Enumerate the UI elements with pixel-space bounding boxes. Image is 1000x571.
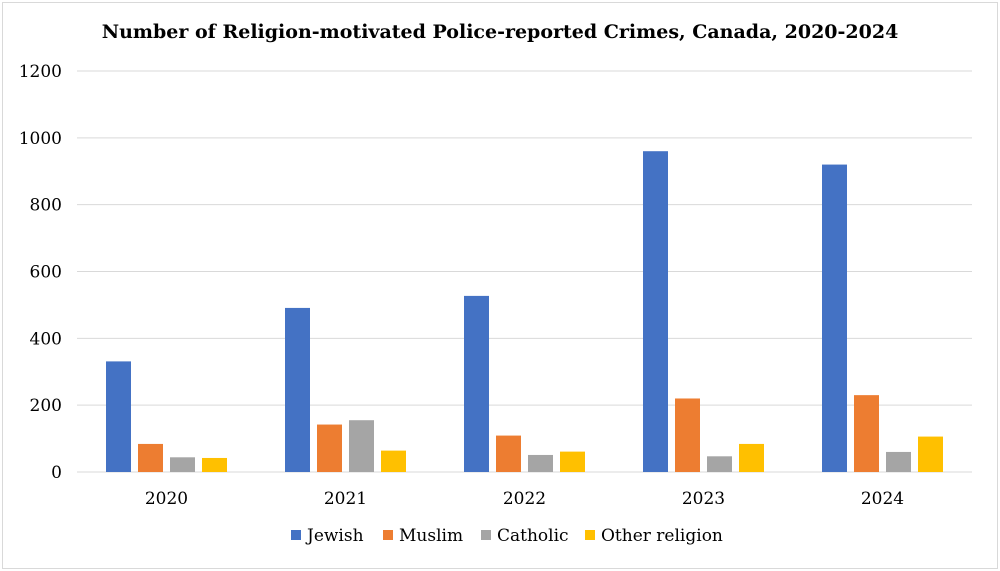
chart-title: Number of Religion-motivated Police-repo… [102,21,899,43]
bar-catholic-2023 [707,456,732,472]
legend-label-jewish: Jewish [305,526,364,546]
y-tick-label: 600 [30,263,62,283]
bar-catholic-2022 [528,454,553,472]
bars [106,151,943,473]
y-tick-label: 800 [30,196,62,216]
x-tick-label: 2021 [324,489,367,509]
legend-label-other-religion: Other religion [601,526,723,546]
bar-muslim-2020 [138,443,163,472]
legend: Jewish Muslim Catholic Other religion [291,526,723,546]
bar-other-religion-2022 [560,451,585,472]
x-tick-label: 2023 [682,489,725,509]
bar-catholic-2024 [886,451,911,472]
bar-muslim-2024 [854,395,879,472]
y-axis-ticks: 0 200 400 600 800 1000 1200 [19,62,62,483]
x-axis-ticks: 2020 2021 2022 2023 2024 [145,489,904,509]
legend-swatch-jewish [291,530,301,540]
legend-swatch-other-religion [585,530,595,540]
bar-jewish-2023 [643,151,668,472]
x-tick-label: 2022 [503,489,546,509]
bar-jewish-2024 [822,164,847,473]
bar-catholic-2020 [170,457,195,472]
bar-jewish-2020 [106,361,131,472]
legend-swatch-muslim [383,530,393,540]
bar-muslim-2022 [496,435,521,472]
bar-other-religion-2023 [739,443,764,472]
y-tick-label: 1000 [19,129,62,149]
legend-label-catholic: Catholic [497,526,569,546]
bar-other-religion-2024 [918,436,943,472]
y-tick-label: 1200 [19,62,62,82]
bar-catholic-2021 [349,420,374,472]
bar-jewish-2022 [464,295,489,472]
bar-other-religion-2020 [202,457,227,472]
bar-muslim-2023 [675,398,700,472]
x-tick-label: 2020 [145,489,188,509]
y-tick-label: 200 [30,396,62,416]
y-tick-label: 400 [30,329,62,349]
bar-other-religion-2021 [381,450,406,472]
legend-swatch-catholic [481,530,491,540]
x-tick-label: 2024 [861,489,904,509]
bar-muslim-2021 [317,424,342,472]
bar-jewish-2021 [285,307,310,472]
y-tick-label: 0 [51,463,62,483]
legend-label-muslim: Muslim [399,526,463,546]
